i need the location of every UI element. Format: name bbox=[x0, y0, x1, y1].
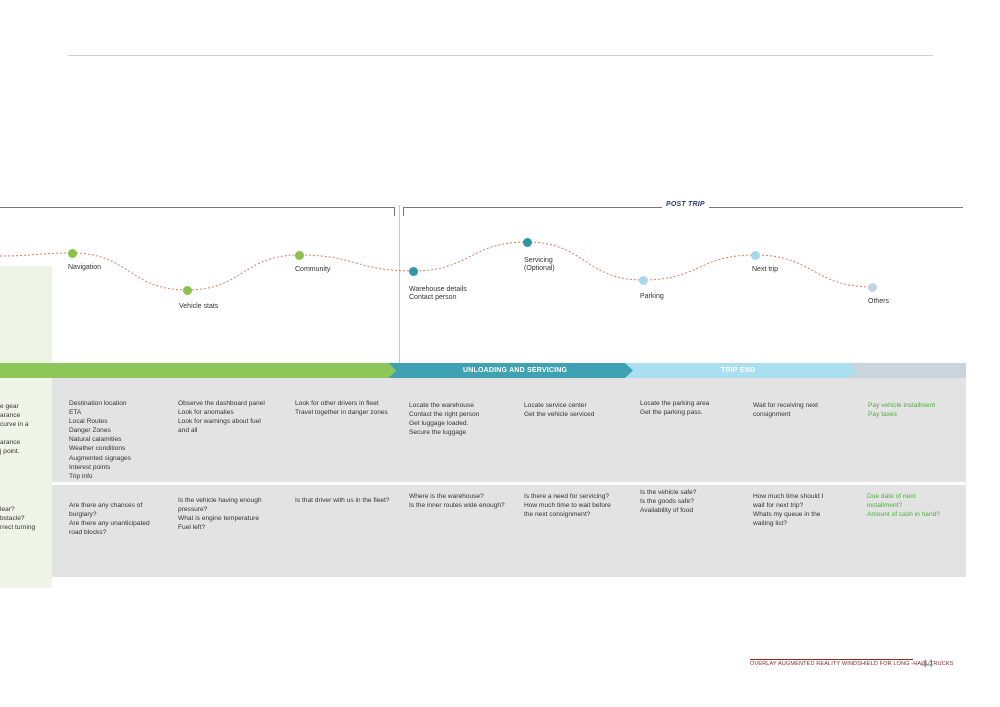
questions-servicing: Is there a need for servicing? How much … bbox=[524, 493, 611, 519]
warehouse-node bbox=[409, 267, 418, 276]
next-trip-node bbox=[751, 251, 760, 260]
footer-title: OVERLAY AUGMENTED REALITY WINDSHIELD FOR… bbox=[750, 661, 954, 667]
left-partial-panel bbox=[0, 266, 52, 588]
navigation-node bbox=[68, 249, 77, 258]
trip-band bbox=[0, 363, 396, 378]
post-trip-bracket-start bbox=[403, 207, 404, 216]
journey-curve-path bbox=[0, 241, 873, 291]
actions-others: Pay vehicle installment Pay taxes bbox=[868, 402, 936, 419]
questions-warehouse: Where is the warehouse? Is the inner rou… bbox=[409, 493, 505, 510]
questions-left-partial: lear? bstacle? rrect turning bbox=[0, 506, 36, 532]
questions-next-trip: How much time should I wait for next tri… bbox=[753, 493, 824, 528]
actions-navigation: Destination location ETA Local Routes Da… bbox=[69, 400, 131, 480]
vehicle-stats-node bbox=[183, 286, 192, 295]
warehouse-label: Warehouse details Contact person bbox=[409, 286, 467, 301]
parking-label: Parking bbox=[640, 293, 664, 300]
pre-phase-bracket-end bbox=[394, 207, 395, 216]
actions-servicing: Locate service center Get the vehicle se… bbox=[524, 402, 595, 419]
questions-navigation: Are there any chances of burglary? Are t… bbox=[69, 502, 150, 537]
others-label: Others bbox=[868, 298, 890, 305]
servicing-label: Servicing (Optional) bbox=[524, 257, 555, 272]
others-node bbox=[868, 283, 877, 292]
actions-next-trip: Wait for receiving next consignment bbox=[753, 402, 818, 419]
content-panel bbox=[52, 378, 966, 577]
community-node bbox=[295, 251, 304, 260]
unloading-stage-label: UNLOADING AND SERVICING bbox=[463, 367, 568, 374]
navigation-label: Navigation bbox=[68, 264, 102, 271]
vehicle-stats-label: Vehicle stats bbox=[179, 303, 219, 310]
others-band bbox=[840, 363, 966, 378]
next-trip-label: Next trip bbox=[752, 266, 779, 273]
servicing-node bbox=[523, 238, 532, 247]
actions-vehicle-stats: Observe the dashboard panel Look for ano… bbox=[178, 400, 265, 435]
trip-end-stage-label: TRIP END bbox=[721, 367, 756, 374]
actions-warehouse: Locate the warehouse Contact the right p… bbox=[409, 402, 480, 437]
page-number: 44 bbox=[921, 656, 933, 670]
actions-parking: Locate the parking area Get the parking … bbox=[640, 400, 710, 417]
footer-rule bbox=[750, 659, 913, 660]
questions-vehicle-stats: Is the vehicle having enough pressure? W… bbox=[178, 497, 262, 532]
top-rule bbox=[68, 55, 933, 56]
parking-node bbox=[639, 276, 648, 285]
questions-others: Due date of next installment? Amount of … bbox=[867, 493, 940, 519]
journey-curve bbox=[0, 241, 873, 291]
actions-left-partial: e gear arance curve in a arance j point. bbox=[0, 403, 29, 456]
trip-end-band bbox=[620, 363, 856, 378]
questions-community: Is that driver with us in the fleet? bbox=[295, 497, 390, 504]
unloading-band bbox=[388, 363, 633, 378]
pre-phase-bracket-line bbox=[0, 207, 395, 208]
questions-parking: Is the vehicle safe? Is the goods safe? … bbox=[640, 489, 697, 515]
row-separator bbox=[52, 482, 966, 485]
community-label: Community bbox=[295, 266, 331, 273]
actions-community: Look for other drivers in fleet Travel t… bbox=[295, 400, 388, 417]
post-trip-label: POST TRIP bbox=[662, 201, 709, 208]
stage-bands bbox=[0, 363, 966, 378]
